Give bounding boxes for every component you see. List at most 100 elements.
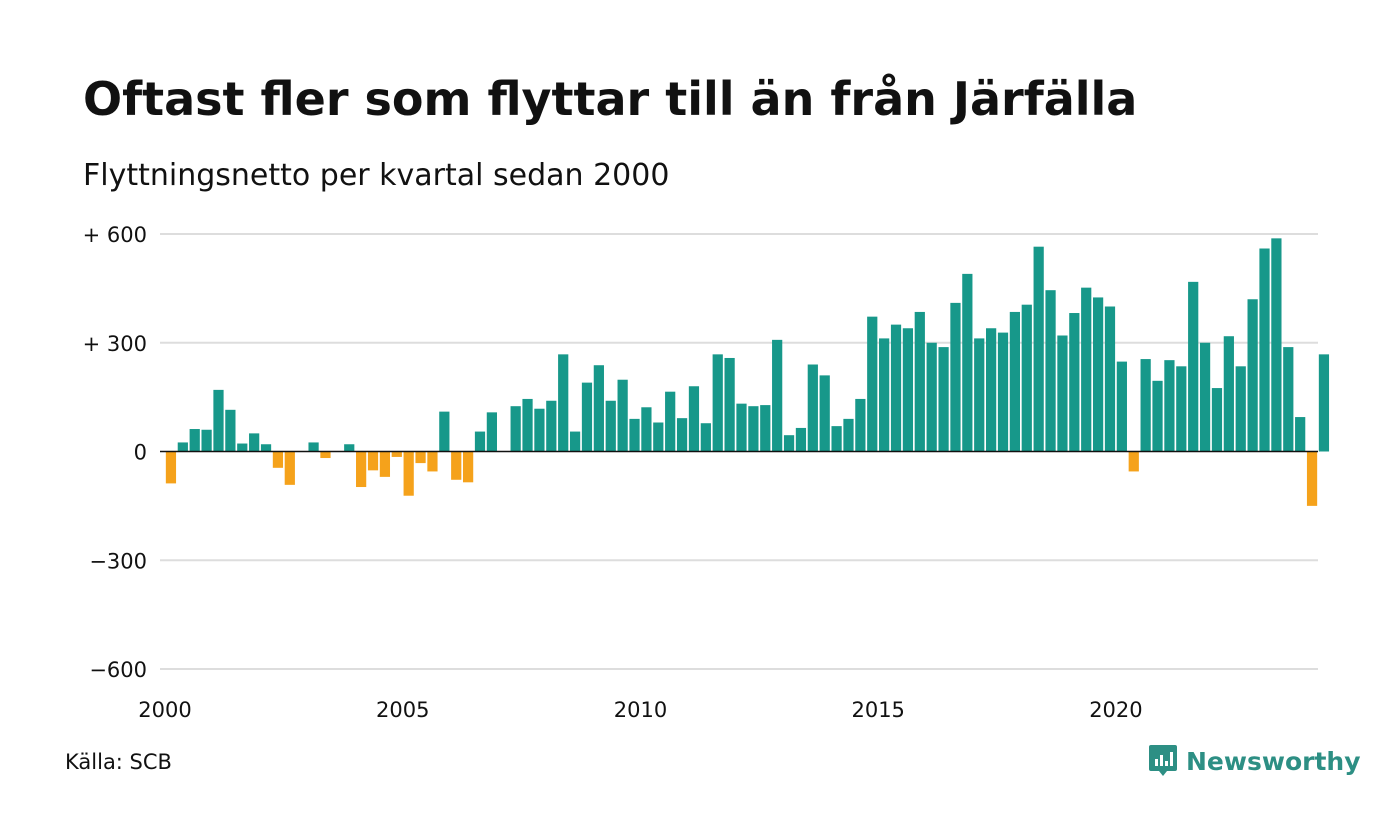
chart-subtitle: Flyttningsnetto per kvartal sedan 2000	[83, 158, 670, 193]
bar	[676, 418, 688, 452]
bar	[1045, 290, 1056, 452]
bar	[950, 302, 961, 452]
bar	[1176, 366, 1187, 452]
bar	[260, 444, 272, 452]
bar	[439, 411, 450, 452]
y-tick-label: + 300	[83, 332, 147, 356]
bar	[748, 406, 759, 452]
bar	[1235, 366, 1246, 452]
bar	[391, 451, 402, 457]
bar	[962, 273, 973, 452]
bar	[462, 451, 474, 483]
bar	[1057, 335, 1068, 452]
gridlines	[160, 233, 1318, 670]
newsworthy-logo-icon	[1149, 745, 1177, 776]
bar	[617, 379, 628, 452]
bar	[1081, 287, 1092, 452]
bar	[1140, 359, 1151, 452]
y-tick-label: + 600	[83, 223, 147, 247]
bar	[177, 442, 188, 452]
x-tick-label: 2010	[614, 698, 667, 722]
bar	[1247, 299, 1258, 452]
bar	[926, 342, 937, 452]
bar	[974, 338, 985, 452]
bar	[795, 427, 807, 452]
bar	[855, 398, 866, 452]
source-note: Källa: SCB	[65, 750, 172, 774]
x-tick-label: 2020	[1089, 698, 1142, 722]
bar	[1259, 248, 1270, 452]
bar	[724, 357, 735, 452]
bar	[1188, 281, 1199, 452]
bar	[189, 429, 200, 452]
bar	[320, 451, 331, 459]
y-tick-label: −600	[89, 658, 147, 682]
brand-logo: Newsworthy	[1148, 744, 1361, 778]
bar	[736, 403, 747, 452]
bar	[581, 382, 593, 452]
bar	[807, 364, 818, 452]
bar	[593, 365, 604, 452]
bar	[272, 451, 284, 468]
bar	[1128, 451, 1139, 472]
bar	[605, 400, 616, 452]
bar	[997, 332, 1009, 452]
bar	[653, 422, 664, 452]
bar	[1164, 360, 1175, 452]
axes: + 600 + 300 0 −300 −600 2000 2005 2010 2015 2020	[83, 223, 1318, 722]
bar	[665, 391, 676, 452]
bar	[558, 354, 569, 452]
bar	[1092, 297, 1104, 452]
bar	[474, 431, 486, 452]
bar	[569, 431, 581, 452]
bar	[379, 451, 391, 477]
bar	[237, 443, 248, 452]
bar	[1152, 380, 1163, 452]
bar	[427, 451, 438, 472]
bar	[451, 451, 462, 480]
bar	[201, 429, 212, 452]
bar	[522, 398, 533, 452]
x-tick-label: 2005	[376, 698, 429, 722]
y-tick-label: −300	[89, 549, 147, 573]
bar	[1283, 347, 1294, 452]
bar	[879, 338, 890, 452]
bar	[1271, 238, 1282, 452]
bar	[1116, 361, 1127, 452]
bar	[1199, 342, 1211, 452]
bar	[1295, 417, 1306, 452]
bar	[1306, 451, 1318, 506]
bar	[284, 451, 295, 485]
bar	[783, 435, 795, 452]
chart-title: Oftast fler som flyttar till än från Jär…	[83, 72, 1138, 126]
bar	[1211, 388, 1223, 452]
bar	[367, 451, 379, 471]
bar	[914, 311, 925, 452]
bar	[890, 324, 902, 452]
bar	[1021, 304, 1032, 452]
bar	[1069, 313, 1080, 452]
bar	[546, 400, 557, 452]
bar	[344, 444, 355, 452]
bar	[249, 433, 260, 452]
x-tick-label: 2015	[851, 698, 904, 722]
bar	[902, 328, 914, 452]
bar	[629, 418, 640, 452]
bar	[760, 405, 771, 452]
bar	[986, 328, 997, 452]
bar	[486, 412, 497, 452]
bar	[415, 451, 426, 464]
bar	[308, 442, 319, 452]
bar	[867, 316, 878, 452]
bar	[1104, 306, 1116, 452]
bar	[1009, 311, 1021, 452]
y-tick-label: 0	[134, 441, 147, 465]
bar	[938, 347, 949, 452]
bar	[534, 408, 545, 452]
bar	[403, 451, 414, 496]
bar	[510, 406, 521, 452]
bars	[165, 238, 1330, 506]
bar	[1223, 336, 1234, 452]
bar	[831, 426, 842, 452]
